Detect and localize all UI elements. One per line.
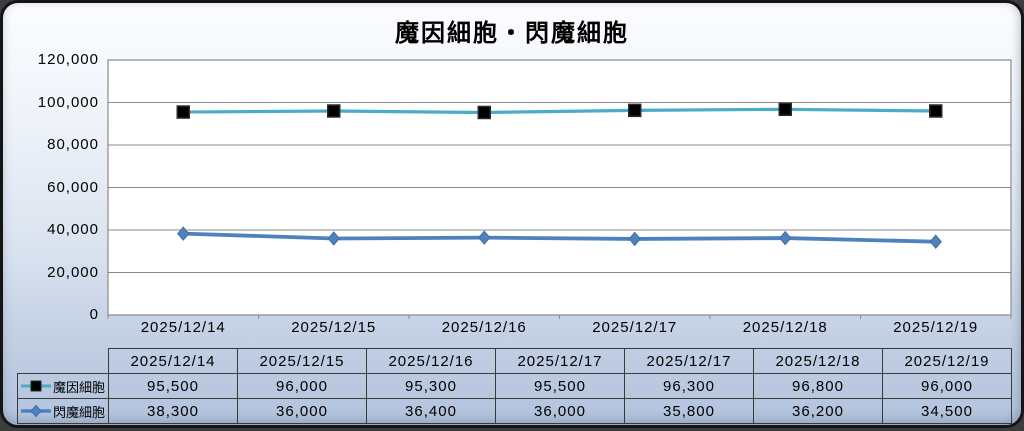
value-cell: 96,000 <box>882 373 1012 399</box>
series-1-marker <box>176 105 190 119</box>
table-header-row: 2025/12/14 2025/12/15 2025/12/16 2025/12/17… <box>18 348 1012 374</box>
table-row: 魔因細胞 95,500 96,000 95,300 95,500 96,300 96,800… <box>17 373 1012 399</box>
y-axis-label: 120,000 <box>37 51 99 69</box>
x-axis-label: 2025/12/14 <box>140 319 226 336</box>
legend-cell: 閃魔細胞 <box>17 398 109 424</box>
value-cell: 95,500 <box>108 373 238 399</box>
y-axis-label: 40,000 <box>47 221 99 239</box>
table-header-cell: 2025/12/19 <box>882 348 1012 374</box>
x-axis-label: 2025/12/18 <box>742 319 828 336</box>
table-header-cell: 2025/12/16 <box>366 348 496 374</box>
value-cell: 38,300 <box>108 398 238 424</box>
series-1-legend-marker-icon <box>21 380 51 392</box>
series-2-marker <box>929 234 942 249</box>
value-cell: 96,000 <box>237 373 367 399</box>
table-header-cell: 2025/12/17 <box>495 348 625 374</box>
value-cell: 36,400 <box>366 398 496 424</box>
series-1-marker <box>778 102 792 117</box>
series-2-legend-marker-icon <box>21 404 51 418</box>
value-cell: 35,800 <box>624 398 754 424</box>
series-1-line <box>181 107 938 115</box>
series-2-marker <box>327 231 340 246</box>
value-cell: 96,800 <box>753 373 883 399</box>
series-1-marker <box>929 104 943 118</box>
series-1-marker <box>477 105 491 120</box>
value-cell: 36,200 <box>753 398 883 424</box>
table-header-cell: 2025/12/15 <box>237 348 367 374</box>
table-corner-cell <box>18 349 109 374</box>
value-cell: 34,500 <box>882 398 1012 424</box>
series-1-marker <box>327 104 341 118</box>
x-axis-label: 2025/12/16 <box>441 319 527 336</box>
series-2-marker <box>628 231 641 247</box>
y-axis-label: 80,000 <box>47 136 99 154</box>
y-axis-label: 0 <box>89 306 99 324</box>
series-2-marker <box>779 230 792 246</box>
y-axis-label: 60,000 <box>47 178 99 196</box>
y-axis-label: 100,000 <box>37 93 99 111</box>
value-cell: 36,000 <box>237 398 367 424</box>
line-chart <box>107 59 1012 319</box>
value-cell: 96,300 <box>624 373 754 399</box>
x-axis-label: 2025/12/17 <box>592 319 678 336</box>
value-cell: 36,000 <box>495 398 625 424</box>
legend-cell: 魔因細胞 <box>17 373 109 399</box>
table-header-cell: 2025/12/17 <box>624 348 754 374</box>
series-1-label: 魔因細胞 <box>53 379 106 395</box>
y-axis-label: 20,000 <box>47 263 99 281</box>
series-2-label: 閃魔細胞 <box>53 404 106 420</box>
table-header-cell: 2025/12/14 <box>108 348 238 374</box>
x-axis-label: 2025/12/19 <box>893 319 979 336</box>
data-table: 2025/12/14 2025/12/15 2025/12/16 2025/12/17… <box>17 348 1012 424</box>
series-2-marker <box>177 226 190 241</box>
x-axis-label: 2025/12/15 <box>291 319 377 336</box>
table-row: 閃魔細胞 38,300 36,000 36,400 36,000 35,800 36,200… <box>17 398 1012 424</box>
value-cell: 95,300 <box>366 373 496 399</box>
series-2-marker <box>478 230 491 245</box>
value-cell: 95,500 <box>495 373 625 399</box>
series-1-marker <box>628 103 642 118</box>
table-header-cell: 2025/12/18 <box>753 348 883 374</box>
series-2-line <box>181 231 938 244</box>
chart-title: 魔因細胞・閃魔細胞 <box>395 20 629 47</box>
